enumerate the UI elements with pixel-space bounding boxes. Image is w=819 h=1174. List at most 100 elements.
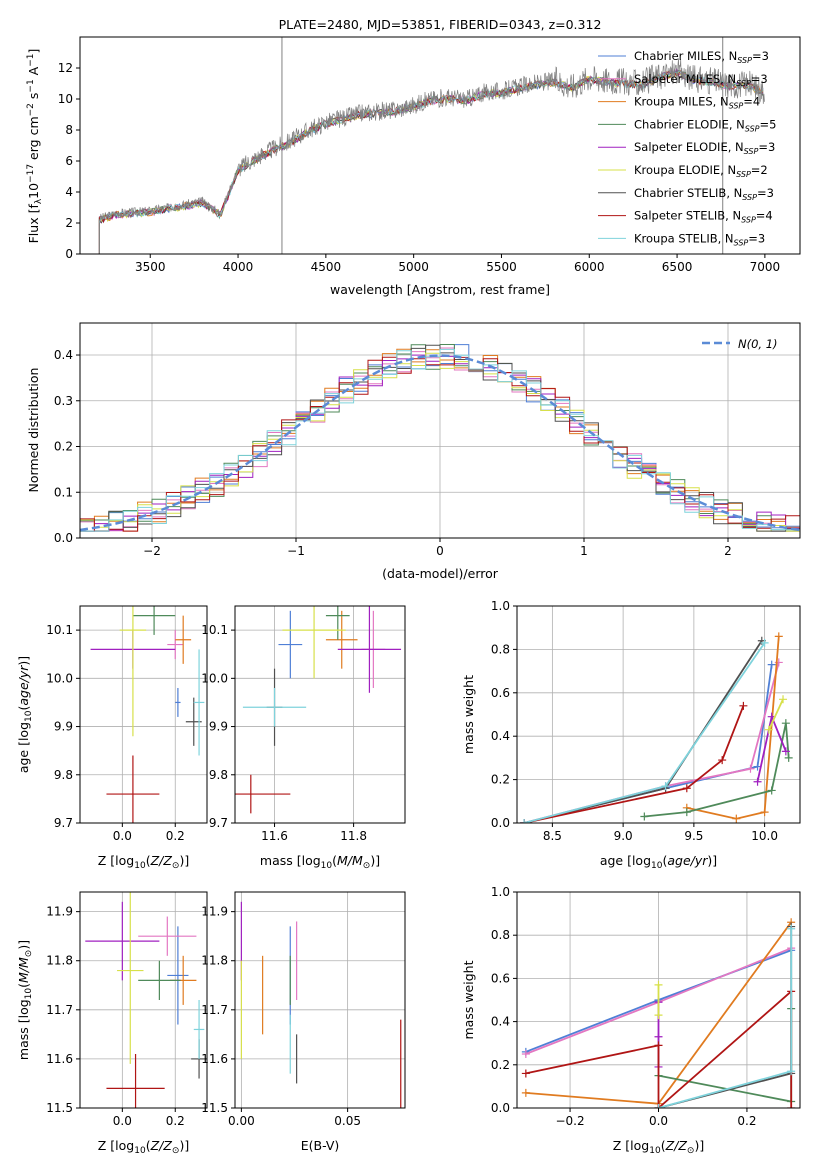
x-tick-label: 0.0 [113,829,132,843]
errorbar-point [138,960,181,1000]
y-tick-label: 0.8 [491,642,510,656]
y-tick-label: 9.8 [54,768,73,782]
weight-series [520,701,748,823]
errorbar-point [175,687,181,717]
weight-marker [521,1088,530,1097]
x-tick-label: 4500 [311,260,342,274]
y-tick-label: 0.4 [491,729,510,743]
y-tick-label: 2 [65,216,73,230]
y-tick-label: 8 [65,123,73,137]
weight-marker [654,1041,663,1050]
errorbar-point [167,630,184,660]
y-axis-label: mass [log10(M/M⊙)] [16,940,34,1060]
y-tick-label: 10 [58,92,73,106]
weight-marker [718,756,727,765]
y-tick-label: 11.6 [46,1052,73,1066]
y-tick-label: 9.8 [209,768,228,782]
weight-marker [779,695,788,704]
x-tick-label: 6000 [574,260,605,274]
x-tick-label: 3500 [135,260,166,274]
x-tick-label: 7000 [750,260,781,274]
errorbar-point [167,926,189,1025]
y-tick-label: 0.3 [54,394,73,408]
x-tick-label: 0.05 [334,1114,361,1128]
legend-label: Chabrier ELODIE, NSSP=5 [634,117,776,133]
weight-marker [781,747,790,756]
y-tick-label: 11.9 [46,905,73,919]
panel-mass-vs-ebv: 0.00 0.05 11.5 11.6 11.7 11.8 11.9 E(B-V) [201,891,406,1153]
x-tick-label: 9.0 [614,829,633,843]
y-tick-label: 0.2 [491,773,510,787]
weight-marker [654,1011,663,1020]
weight-series [764,695,788,734]
weight-series [753,712,790,786]
y-tick-label: 10.0 [46,671,73,685]
y-tick-label: 12 [58,61,73,75]
weight-series [520,638,769,823]
y-tick-label: 0.0 [491,816,510,830]
x-tick-label: 1 [580,544,588,558]
weight-marker [682,784,691,793]
y-axis-label: Normed distribution [26,368,41,493]
legend-label: Salpeter MILES, NSSP=3 [634,72,768,88]
weight-marker [760,808,769,817]
errorbar-point [106,1054,165,1108]
weight-marker [682,808,691,817]
y-tick-label: 11.7 [201,1003,228,1017]
errorbar-point [235,774,291,814]
x-axis-label: mass [log10(M/M⊙)] [260,853,380,871]
plot-area [85,892,207,1108]
weight-series [654,980,663,1020]
errorbar-point [117,892,144,1064]
x-tick-label: 4000 [223,260,254,274]
x-axis-label: E(B-V) [301,1138,340,1153]
x-tick-label: 10.0 [751,829,778,843]
x-tick-label: 11.6 [261,829,288,843]
panel-spectrum: PLATE=2480, MJD=53851, FIBERID=0343, z=0… [26,17,801,297]
weight-marker [787,1067,796,1076]
x-tick-label: 5000 [398,260,429,274]
y-tick-label: 11.8 [201,954,228,968]
x-tick-label: 8.5 [543,829,562,843]
x-tick-label: 0.2 [166,1114,185,1128]
x-tick-label: −2 [143,544,161,558]
weight-series [640,719,793,821]
errorbar-point [193,649,205,756]
weight-series [682,632,783,823]
panel-age-vs-mass: 11.6 11.8 9.7 9.8 9.9 10.0 10.1 mass [log10(M/M… [201,605,406,871]
x-axis-label: age [log10(age/yr)] [600,853,717,871]
errorbar-point [325,610,358,669]
weight-line [523,642,766,823]
errorbar-point [175,615,192,664]
legend-label: Chabrier STELIB, NSSP=3 [634,186,774,202]
y-tick-label: 11.8 [46,954,73,968]
y-tick-label: 4 [65,185,73,199]
weight-marker [784,753,793,762]
y-tick-label: 0.8 [491,928,510,942]
panel-frame [79,605,208,824]
y-axis-label: mass weight [461,960,476,1039]
plot-area [98,37,765,254]
y-tick-label: 10.0 [201,671,228,685]
weight-series [654,922,796,1108]
x-tick-label: 11.8 [340,829,367,843]
panel-frame [516,605,801,824]
y-tick-label: 0.2 [491,1058,510,1072]
weight-marker [781,719,790,728]
panel-weight-vs-z: −0.2 0.0 0.2 0.0 0.2 0.4 0.6 0.8 1.0 Z [log10(Z/Z… [461,885,801,1156]
errorbar-point [193,1000,205,1059]
weight-marker [767,786,776,795]
legend-label: N(0, 1) [738,337,778,351]
panel-frame [234,605,406,824]
y-tick-label: 0.0 [54,531,73,545]
panel-residuals: −2 −1 0 1 2 0.0 0.1 0.2 0.3 0.4 N(0, 1) (data-model… [26,322,801,581]
spectrum-frame [79,36,801,255]
weight-marker [753,777,762,786]
y-tick-label: 0.0 [491,1101,510,1115]
weight-marker [764,725,773,734]
y-tick-label: 9.9 [209,720,228,734]
errorbar-point [337,606,402,693]
weight-marker [739,701,748,710]
weight-marker [654,1032,663,1041]
